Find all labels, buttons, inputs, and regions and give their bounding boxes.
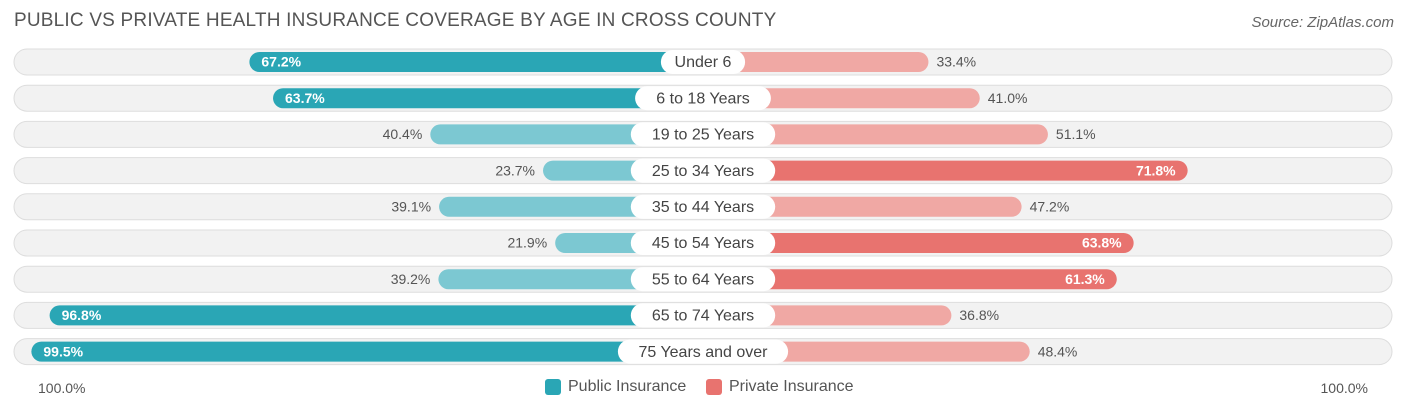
value-label-public: 39.1% bbox=[391, 199, 431, 215]
value-label-public: 63.7% bbox=[285, 90, 325, 106]
bar-public bbox=[49, 305, 704, 326]
category-label-bg bbox=[630, 158, 776, 183]
category-label-bg bbox=[617, 339, 789, 364]
chart-source: Source: ZipAtlas.com bbox=[1251, 14, 1394, 31]
legend-public: Public Insurance bbox=[545, 378, 686, 396]
value-label-private: 61.3% bbox=[1065, 271, 1105, 287]
category-label-bg bbox=[630, 303, 776, 328]
legend-private-label: Private Insurance bbox=[729, 378, 854, 395]
legend-public-label: Public Insurance bbox=[568, 378, 687, 395]
value-label-private: 33.4% bbox=[936, 54, 976, 70]
value-label-private: 51.1% bbox=[1056, 126, 1096, 142]
bar-public bbox=[273, 88, 703, 109]
value-label-public: 96.8% bbox=[62, 307, 102, 323]
axis-left-label: 100.0% bbox=[38, 380, 86, 396]
bar-private bbox=[703, 52, 929, 72]
value-label-public: 99.5% bbox=[43, 343, 83, 359]
category-label-bg bbox=[630, 231, 776, 255]
category-label: 75 Years and over bbox=[639, 344, 769, 361]
category-label-bg bbox=[630, 122, 776, 147]
category-label-bg bbox=[635, 86, 771, 111]
category-label: Under 6 bbox=[675, 54, 732, 71]
bar-private bbox=[703, 269, 1117, 290]
category-label: 45 to 54 Years bbox=[652, 235, 754, 252]
value-label-public: 23.7% bbox=[495, 162, 535, 178]
category-label: 65 to 74 Years bbox=[652, 308, 754, 325]
axis-right-label: 100.0% bbox=[1320, 380, 1368, 396]
value-label-private: 71.8% bbox=[1136, 162, 1176, 178]
bar-private bbox=[703, 124, 1048, 145]
value-label-private: 47.2% bbox=[1030, 199, 1070, 215]
value-label-private: 36.8% bbox=[959, 307, 999, 323]
category-label-bg bbox=[630, 267, 776, 292]
value-label-private: 48.4% bbox=[1038, 343, 1078, 359]
bar-private bbox=[703, 196, 1022, 217]
legend-public-swatch bbox=[545, 379, 561, 395]
legend-private-swatch bbox=[706, 379, 722, 395]
category-label: 35 to 44 Years bbox=[652, 199, 754, 216]
value-label-public: 40.4% bbox=[383, 126, 423, 142]
value-label-private: 63.8% bbox=[1082, 235, 1122, 251]
value-label-private: 41.0% bbox=[988, 90, 1028, 106]
bar-private bbox=[703, 233, 1134, 253]
category-label: 25 to 34 Years bbox=[652, 163, 754, 180]
value-label-public: 67.2% bbox=[261, 54, 301, 70]
chart-title: PUBLIC VS PRIVATE HEALTH INSURANCE COVER… bbox=[14, 10, 777, 31]
bar-private bbox=[703, 88, 980, 109]
bar-public bbox=[249, 52, 703, 72]
legend-private: Private Insurance bbox=[706, 378, 854, 396]
value-label-public: 39.2% bbox=[391, 271, 431, 287]
category-label: 19 to 25 Years bbox=[652, 127, 754, 144]
bar-public bbox=[31, 341, 703, 362]
category-label: 55 to 64 Years bbox=[652, 271, 754, 288]
category-label: 6 to 18 Years bbox=[656, 90, 749, 107]
value-label-public: 21.9% bbox=[507, 235, 547, 251]
bar-private bbox=[703, 160, 1188, 181]
category-label-bg bbox=[660, 50, 746, 74]
category-label-bg bbox=[630, 194, 776, 219]
